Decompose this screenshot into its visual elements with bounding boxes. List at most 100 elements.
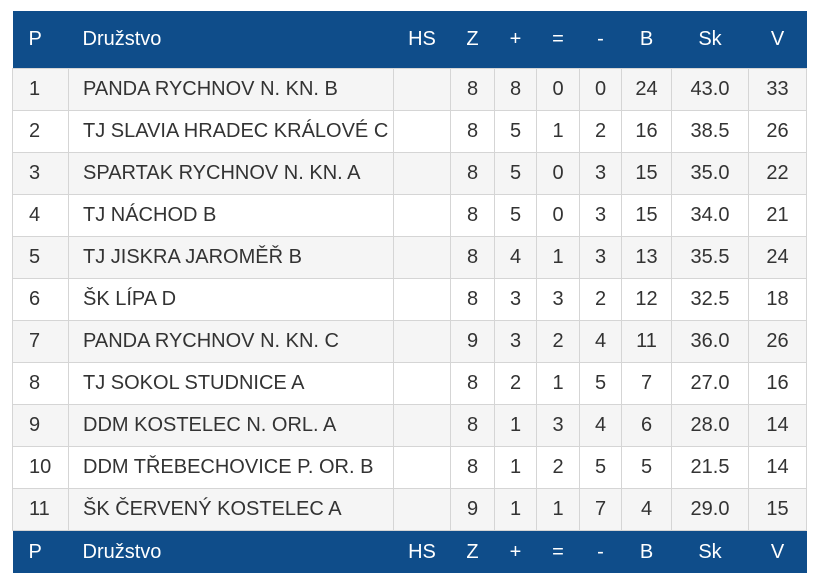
cell-hs: [393, 110, 451, 153]
table-body: 1 PANDA RYCHNOV N. KN. B 8 8 0 0 24 43.0 33 2 TJ S…: [12, 68, 807, 531]
table-row[interactable]: 11 ŠK ČERVENÝ KOSTELEC A 9 1 1 7 4 29.0 15: [12, 488, 807, 531]
cell-team[interactable]: ŠK ČERVENÝ KOSTELEC A: [68, 488, 394, 531]
cell-matches: 9: [450, 320, 495, 363]
header-position[interactable]: P: [28, 28, 42, 50]
table-row[interactable]: 10 DDM TŘEBECHOVICE P. OR. B 8 1 2 5 5 21.5 14: [12, 446, 807, 489]
cell-score: 35.0: [671, 152, 749, 195]
cell-wins: 5: [494, 194, 537, 237]
cell-draws: 3: [536, 278, 580, 321]
cell-wins: 1: [494, 488, 537, 531]
cell-team[interactable]: DDM KOSTELEC N. ORL. A: [68, 404, 394, 447]
cell-matches: 8: [450, 362, 495, 405]
cell-losses: 3: [579, 236, 622, 279]
header-draws[interactable]: =: [552, 28, 564, 50]
table-row[interactable]: 4 TJ NÁCHOD B 8 5 0 3 15 34.0 21: [12, 194, 807, 237]
cell-losses: 3: [579, 194, 622, 237]
header-team[interactable]: Družstvo: [82, 28, 162, 50]
table-row[interactable]: 7 PANDA RYCHNOV N. KN. C 9 3 2 4 11 36.0 26: [12, 320, 807, 363]
cell-team[interactable]: SPARTAK RYCHNOV N. KN. A: [68, 152, 394, 195]
cell-draws: 1: [536, 110, 580, 153]
cell-wins: 3: [494, 278, 537, 321]
cell-score: 34.0: [671, 194, 749, 237]
cell-v: 22: [748, 152, 807, 195]
cell-wins: 3: [494, 320, 537, 363]
cell-draws: 0: [536, 194, 580, 237]
cell-losses: 5: [579, 446, 622, 489]
cell-losses: 2: [579, 278, 622, 321]
cell-position: 3: [12, 152, 69, 195]
cell-points: 15: [621, 194, 672, 237]
cell-wins: 1: [494, 404, 537, 447]
table-row[interactable]: 9 DDM KOSTELEC N. ORL. A 8 1 3 4 6 28.0 14: [12, 404, 807, 447]
cell-losses: 0: [579, 68, 622, 111]
cell-v: 16: [748, 362, 807, 405]
table-footer: P Družstvo HS Z + = - B Sk V: [12, 530, 807, 573]
cell-wins: 8: [494, 68, 537, 111]
cell-v: 14: [748, 446, 807, 489]
cell-position: 11: [12, 488, 69, 531]
cell-score: 29.0: [671, 488, 749, 531]
cell-losses: 2: [579, 110, 622, 153]
cell-score: 28.0: [671, 404, 749, 447]
cell-wins: 2: [494, 362, 537, 405]
cell-draws: 1: [536, 488, 580, 531]
cell-matches: 8: [450, 110, 495, 153]
cell-team[interactable]: PANDA RYCHNOV N. KN. B: [68, 68, 394, 111]
cell-position: 7: [12, 320, 69, 363]
header-wins[interactable]: +: [509, 28, 522, 50]
footer-points: B: [639, 540, 654, 563]
cell-position: 4: [12, 194, 69, 237]
footer-draws: =: [552, 540, 564, 563]
cell-team[interactable]: TJ SLAVIA HRADEC KRÁLOVÉ C: [68, 110, 394, 153]
table-row[interactable]: 2 TJ SLAVIA HRADEC KRÁLOVÉ C 8 5 1 2 16 38.5 26: [12, 110, 807, 153]
table-row[interactable]: 5 TJ JISKRA JAROMĚŘ B 8 4 1 3 13 35.5 24: [12, 236, 807, 279]
cell-hs: [393, 68, 451, 111]
cell-draws: 0: [536, 152, 580, 195]
header-score[interactable]: Sk: [698, 28, 722, 50]
footer-position: P: [28, 540, 42, 563]
header-matches[interactable]: Z: [466, 28, 479, 50]
footer-v: V: [770, 540, 785, 563]
footer-score: Sk: [698, 540, 722, 563]
cell-team[interactable]: DDM TŘEBECHOVICE P. OR. B: [68, 446, 394, 489]
cell-v: 26: [748, 320, 807, 363]
cell-team[interactable]: TJ JISKRA JAROMĚŘ B: [68, 236, 394, 279]
cell-team[interactable]: PANDA RYCHNOV N. KN. C: [68, 320, 394, 363]
cell-hs: [393, 236, 451, 279]
header-points[interactable]: B: [639, 28, 654, 50]
cell-draws: 0: [536, 68, 580, 111]
cell-points: 16: [621, 110, 672, 153]
cell-team[interactable]: ŠK LÍPA D: [68, 278, 394, 321]
header-row: P Družstvo HS Z + = - B Sk V: [12, 11, 807, 69]
cell-draws: 1: [536, 236, 580, 279]
footer-hs: HS: [408, 540, 436, 563]
footer-matches: Z: [466, 540, 479, 563]
cell-hs: [393, 488, 451, 531]
cell-hs: [393, 320, 451, 363]
header-losses[interactable]: -: [597, 28, 604, 50]
cell-score: 36.0: [671, 320, 749, 363]
cell-points: 4: [621, 488, 672, 531]
header-v[interactable]: V: [770, 28, 785, 50]
cell-wins: 5: [494, 152, 537, 195]
cell-points: 11: [621, 320, 672, 363]
table-row[interactable]: 6 ŠK LÍPA D 8 3 3 2 12 32.5 18: [12, 278, 807, 321]
cell-position: 6: [12, 278, 69, 321]
cell-hs: [393, 362, 451, 405]
cell-matches: 8: [450, 278, 495, 321]
cell-draws: 3: [536, 404, 580, 447]
table-row[interactable]: 3 SPARTAK RYCHNOV N. KN. A 8 5 0 3 15 35.0 22: [12, 152, 807, 195]
table-row[interactable]: 1 PANDA RYCHNOV N. KN. B 8 8 0 0 24 43.0 33: [12, 68, 807, 111]
cell-position: 2: [12, 110, 69, 153]
cell-matches: 9: [450, 488, 495, 531]
cell-matches: 8: [450, 68, 495, 111]
cell-team[interactable]: TJ NÁCHOD B: [68, 194, 394, 237]
standings-table-container: P Družstvo HS Z + = - B Sk V 1 PANDA RYCH…: [12, 11, 807, 573]
cell-losses: 7: [579, 488, 622, 531]
table-row[interactable]: 8 TJ SOKOL STUDNICE A 8 2 1 5 7 27.0 16: [12, 362, 807, 405]
cell-team[interactable]: TJ SOKOL STUDNICE A: [68, 362, 394, 405]
cell-hs: [393, 446, 451, 489]
table-header: P Družstvo HS Z + = - B Sk V: [12, 11, 807, 69]
header-hs[interactable]: HS: [408, 28, 436, 50]
cell-position: 8: [12, 362, 69, 405]
